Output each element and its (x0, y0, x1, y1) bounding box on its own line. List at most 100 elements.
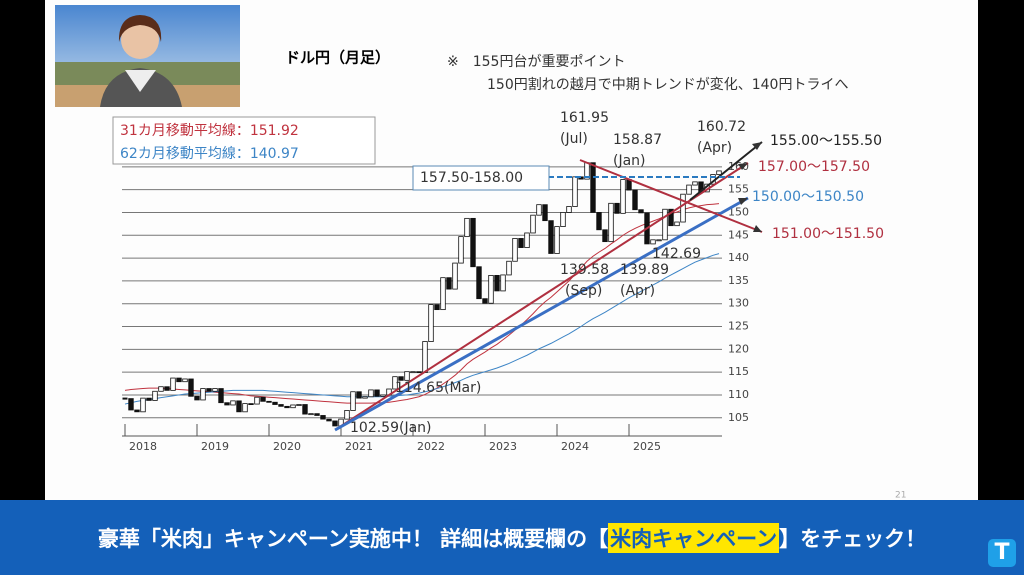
candle (254, 396, 260, 405)
candle (620, 179, 626, 214)
annotation: 114.65(Mar) (395, 380, 481, 396)
candle (272, 401, 278, 405)
candle (134, 409, 140, 413)
candle (626, 179, 632, 191)
candle (266, 400, 272, 403)
candle (392, 376, 398, 390)
y-tick-label: 140 (728, 251, 749, 264)
candle (434, 304, 440, 311)
annotation: 157.50-158.00 (420, 170, 523, 186)
annotation: (Jan) (613, 153, 646, 169)
x-tick-label: 2021 (345, 440, 373, 453)
candle (224, 402, 230, 406)
candle (170, 377, 176, 391)
candle (368, 389, 374, 398)
candle (560, 212, 566, 227)
y-tick-label: 155 (728, 183, 749, 196)
candle (362, 396, 368, 399)
annotation: 139.58 (560, 262, 609, 278)
y-tick-label: 125 (728, 320, 749, 333)
candle (356, 391, 362, 399)
x-tick-label: 2025 (633, 440, 661, 453)
candle (194, 395, 200, 401)
y-tick-label: 110 (728, 388, 749, 401)
candle (506, 260, 512, 276)
candle (566, 206, 572, 213)
candle (602, 229, 608, 243)
y-tick-label: 130 (728, 297, 749, 310)
candle (344, 410, 350, 420)
candle (158, 386, 164, 392)
candle (200, 388, 206, 401)
webcam (55, 5, 240, 107)
slide: ドル円（月足） ※ 155円台が重要ポイント 150円割れの越月で中期トレンドが… (45, 0, 978, 500)
candle (260, 396, 266, 402)
candle (518, 238, 524, 248)
candle (206, 388, 212, 392)
x-tick-label: 2020 (273, 440, 301, 453)
candle (482, 298, 488, 304)
annotation: (Jul) (560, 131, 588, 147)
candle (572, 176, 578, 207)
candle (446, 277, 452, 290)
y-tick-label: 135 (728, 274, 749, 287)
candle (536, 204, 542, 216)
candle (668, 208, 674, 227)
candle (422, 341, 428, 373)
candle (614, 202, 620, 214)
candle (638, 209, 644, 214)
candle (320, 415, 326, 420)
annotation: (Sep) (565, 283, 602, 299)
candle (326, 418, 332, 422)
candle (242, 403, 248, 413)
candle (128, 398, 134, 411)
moving-average-line (124, 253, 720, 405)
x-tick-label: 2024 (561, 440, 589, 453)
candle (680, 193, 686, 223)
candle (302, 404, 308, 415)
candle (692, 181, 698, 186)
candle (662, 208, 668, 241)
trend-lines (334, 141, 763, 432)
candle (596, 212, 602, 231)
candle (524, 232, 530, 248)
annotation: (Apr) (697, 140, 732, 156)
candle (632, 189, 638, 211)
annotation: 151.00～151.50 (772, 226, 884, 242)
candle (314, 413, 320, 416)
candle (590, 162, 596, 213)
annotation: 155.00～155.50 (770, 133, 882, 149)
y-tick-label: 120 (728, 342, 749, 355)
annotation: 157.00～157.50 (758, 159, 870, 175)
candle (380, 394, 386, 397)
banner-text: 】をチェック！ (779, 526, 927, 551)
banner-text: 【 (587, 526, 609, 551)
y-tick-label: 160 (728, 160, 749, 173)
note: 150円割れの越月で中期トレンドが変化、140円トライへ (487, 76, 848, 93)
candle (236, 400, 242, 413)
candle (686, 184, 692, 195)
candle (530, 214, 536, 234)
candle (458, 236, 464, 264)
candle (650, 239, 656, 245)
candle (188, 378, 194, 397)
campaign-banner: 豪華「米肉」キャンペーン実施中！ 詳細は概要欄の【米肉キャンペーン 】をチェック！… (0, 500, 1024, 575)
candle (452, 262, 458, 290)
candle (230, 400, 236, 406)
annotation: 161.95 (560, 110, 609, 126)
candle (440, 277, 446, 311)
candle (248, 403, 254, 406)
candle (464, 217, 470, 238)
candle (398, 376, 404, 381)
candle (152, 390, 158, 401)
candle (182, 378, 188, 383)
candle (674, 221, 680, 227)
slide-title: ドル円（月足） (285, 49, 390, 67)
y-tick-label: 115 (728, 365, 749, 378)
x-tick-label: 2023 (489, 440, 517, 453)
legend-label: 62カ月移動平均線：140.97 (120, 146, 299, 162)
candle (146, 397, 152, 401)
logo: T (988, 539, 1016, 567)
candle (488, 274, 494, 304)
annotation: 160.72 (697, 119, 746, 135)
